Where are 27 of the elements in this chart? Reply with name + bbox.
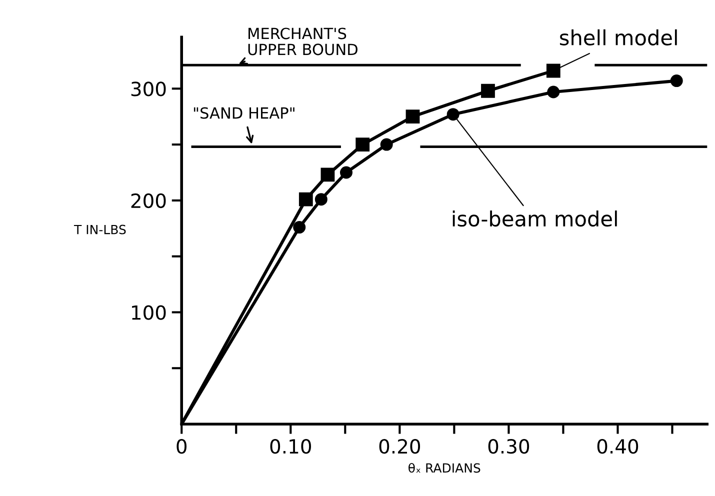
point [340, 166, 352, 179]
point [298, 192, 313, 206]
x-tick-label: 0.40 [597, 439, 638, 454]
x-tick-label: 0.20 [379, 439, 420, 454]
x-tick-label: 0.30 [488, 439, 530, 454]
point [547, 86, 560, 98]
x-tick-label: 0 [176, 439, 187, 454]
ref-line-label: MERCHANT'S UPPER BOUND [248, 28, 358, 56]
point [314, 193, 328, 206]
point [320, 168, 335, 182]
y-tick-label: 200 [131, 193, 166, 208]
point [670, 74, 683, 88]
point [546, 64, 560, 78]
x-tick-label: 0.10 [270, 439, 311, 454]
text: iso-beam model [452, 210, 617, 227]
point [293, 221, 306, 234]
y-axis-title: T IN-LBS [74, 224, 126, 234]
point [406, 110, 420, 124]
point [481, 84, 495, 98]
point [356, 138, 370, 152]
point [446, 108, 460, 121]
point [380, 138, 393, 151]
ref-line-label: "SAND HEAP" [194, 107, 294, 119]
x-axis-title: θₓ RADIANS [408, 462, 480, 473]
series-label: shell model [560, 29, 677, 46]
y-tick-label: 100 [132, 305, 166, 320]
y-tick-label: 300 [131, 82, 166, 96]
